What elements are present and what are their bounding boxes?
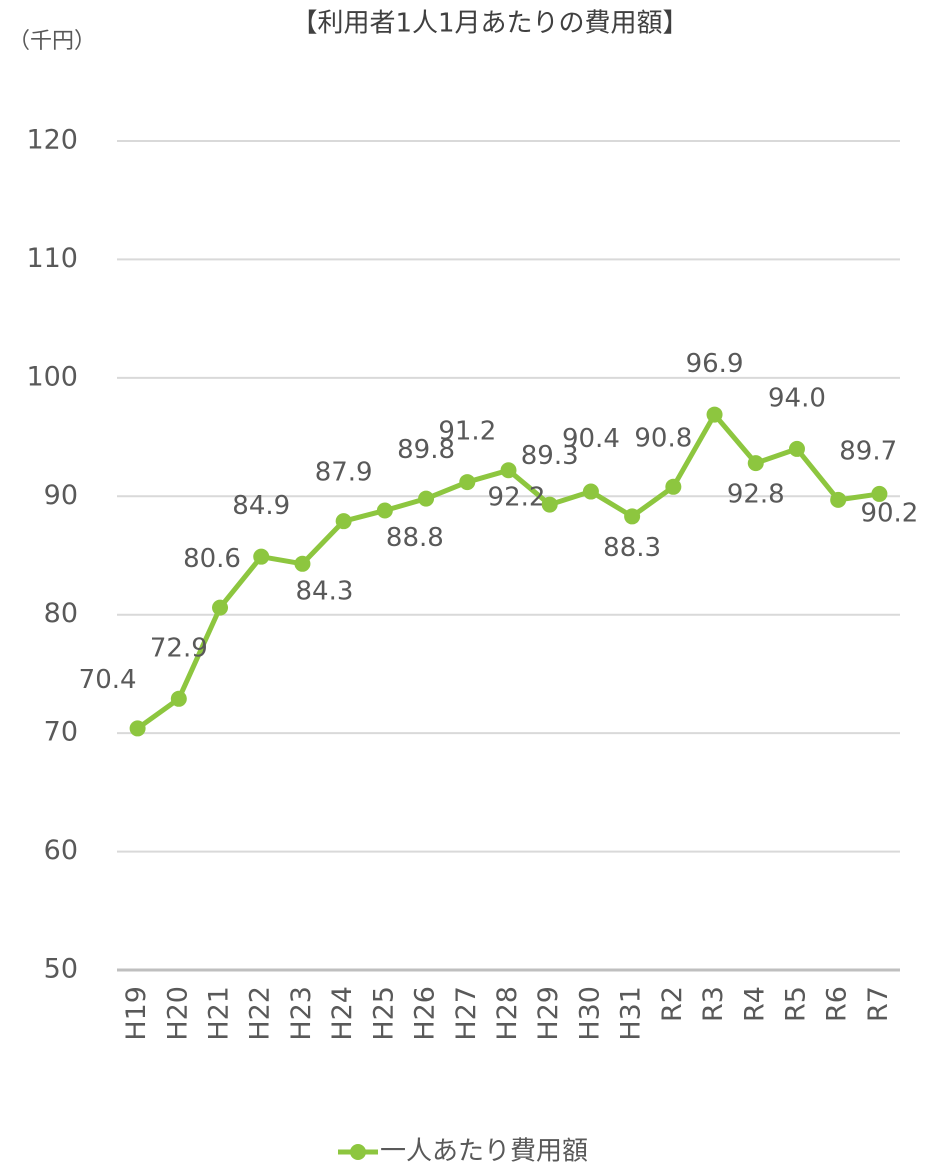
data-label: 88.3 xyxy=(603,533,661,563)
marker xyxy=(294,555,311,572)
x-tick-label: H26 xyxy=(410,986,441,1041)
marker xyxy=(788,440,805,457)
data-label: 96.9 xyxy=(686,349,744,379)
y-axis-label: （千円） xyxy=(8,29,96,54)
x-tick-label: R4 xyxy=(739,986,770,1022)
data-label: 94.0 xyxy=(768,383,826,413)
legend-marker xyxy=(350,1144,366,1160)
data-label: 80.6 xyxy=(183,544,241,574)
y-tick-label: 100 xyxy=(26,361,78,392)
data-label: 91.2 xyxy=(438,417,496,447)
x-tick-label: R7 xyxy=(863,986,894,1022)
marker xyxy=(871,485,888,502)
data-label: 88.8 xyxy=(386,523,444,553)
data-label: 90.2 xyxy=(860,498,918,528)
x-tick-label: H22 xyxy=(245,986,276,1041)
line xyxy=(136,412,880,731)
x-tick-label: H25 xyxy=(368,986,399,1041)
x-tick-label: H20 xyxy=(162,986,193,1041)
data-label: 89.8 xyxy=(397,435,455,465)
y-tick-label: 70 xyxy=(44,717,78,748)
data-label: 90.8 xyxy=(634,423,692,453)
data-label: 92.2 xyxy=(488,483,546,513)
data-label: 90.4 xyxy=(562,424,620,454)
x-tick-label: R5 xyxy=(780,986,811,1022)
x-tick-label: R3 xyxy=(698,986,729,1022)
y-tick-label: 50 xyxy=(44,954,78,985)
x-tick-label: H21 xyxy=(204,986,235,1041)
x-tick-label: H27 xyxy=(451,986,482,1041)
marker xyxy=(582,483,599,500)
data-label: 70.4 xyxy=(79,665,137,695)
y-tick-label: 120 xyxy=(26,125,78,156)
marker xyxy=(459,474,476,491)
x-tick-label: H29 xyxy=(533,986,564,1041)
x-tick-label: R2 xyxy=(657,986,688,1022)
marker xyxy=(253,548,270,565)
x-tick-label: H30 xyxy=(574,986,605,1041)
marker xyxy=(830,491,847,508)
chart-title: 【利用者1人1月あたりの費用額】 xyxy=(291,9,688,39)
x-tick-label: H31 xyxy=(616,986,647,1041)
data-label: 84.9 xyxy=(232,491,290,521)
data-label: 87.9 xyxy=(315,458,373,488)
y-tick-label: 110 xyxy=(26,243,78,274)
x-tick-label: H19 xyxy=(121,986,152,1041)
marker xyxy=(500,462,517,479)
data-label: 72.9 xyxy=(150,633,208,663)
marker xyxy=(335,513,352,530)
marker xyxy=(624,508,641,525)
marker xyxy=(129,720,146,737)
y-tick-label: 60 xyxy=(44,835,78,866)
marker xyxy=(665,478,682,495)
y-tick-label: 90 xyxy=(44,480,78,511)
marker xyxy=(376,502,393,519)
marker xyxy=(747,455,764,472)
legend-label: 一人あたり費用額 xyxy=(380,1137,588,1167)
data-label: 92.8 xyxy=(727,480,785,510)
x-tick-label: H24 xyxy=(327,986,358,1041)
x-tick-label: H23 xyxy=(286,986,317,1041)
marker xyxy=(418,490,435,507)
data-label: 89.7 xyxy=(839,436,897,466)
x-tick-label: H28 xyxy=(492,986,523,1041)
marker xyxy=(170,690,187,707)
data-label: 89.3 xyxy=(521,441,579,471)
marker xyxy=(212,599,229,616)
marker xyxy=(541,496,558,513)
data-label: 84.3 xyxy=(296,576,354,606)
y-tick-label: 80 xyxy=(44,598,78,629)
marker xyxy=(706,406,723,423)
x-tick-label: R6 xyxy=(822,986,853,1022)
